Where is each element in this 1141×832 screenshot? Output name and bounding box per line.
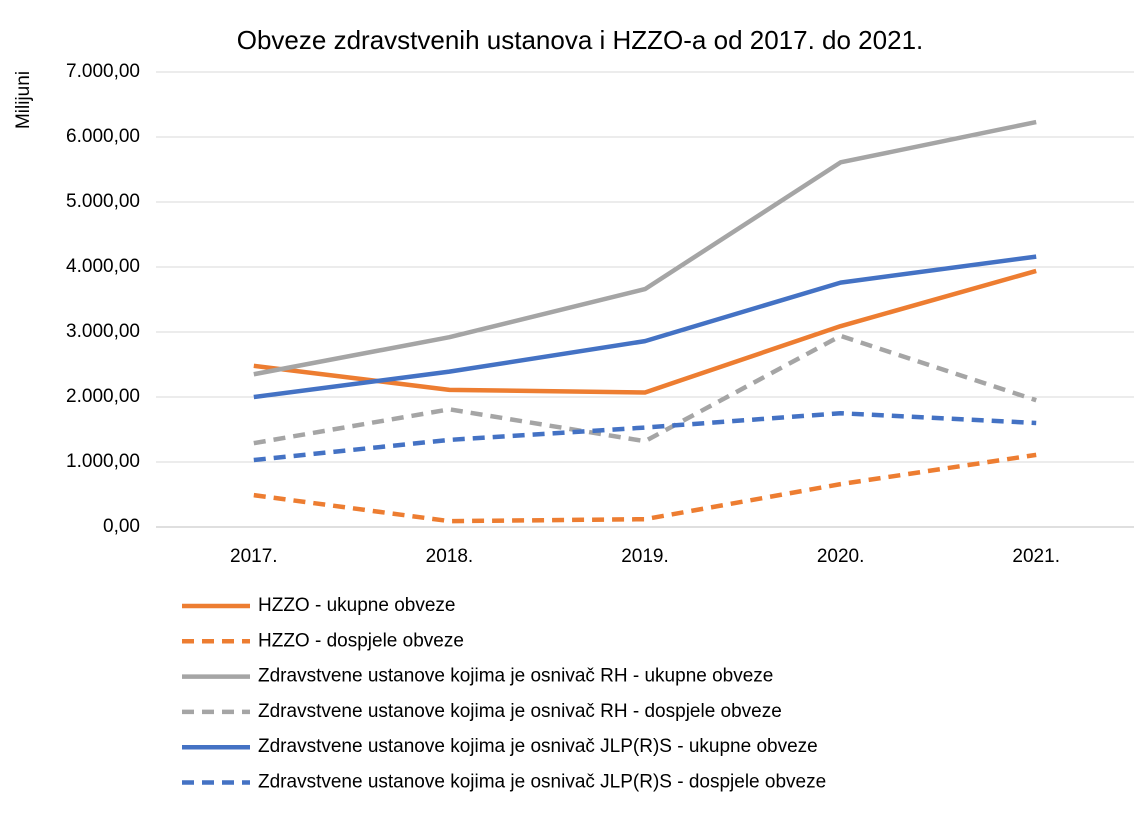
- y-tick-label: 0,00: [103, 516, 140, 537]
- y-tick-label: 4.000,00: [66, 256, 140, 277]
- x-tick-label: 2018.: [426, 546, 474, 567]
- legend-label: Zdravstvene ustanove kojima je osnivač R…: [258, 666, 773, 687]
- y-tick-label: 1.000,00: [66, 451, 140, 472]
- legend-label: Zdravstvene ustanove kojima je osnivač R…: [258, 701, 782, 722]
- series-line: [253, 452, 1037, 524]
- chart-title: Obveze zdravstvenih ustanova i HZZO-a od…: [237, 25, 924, 55]
- series-line: [253, 119, 1037, 377]
- y-tick-label: 7.000,00: [66, 61, 140, 82]
- legend-label: Zdravstvene ustanove kojima je osnivač J…: [258, 736, 818, 757]
- x-tick-label: 2021.: [1012, 546, 1060, 567]
- x-tick-label: 2019.: [621, 546, 669, 567]
- series-line: [253, 254, 1037, 400]
- series-line: [253, 333, 1037, 446]
- legend-label: HZZO - ukupne obveze: [258, 595, 455, 616]
- y-tick-label: 5.000,00: [66, 191, 140, 212]
- y-tick-label: 3.000,00: [66, 321, 140, 342]
- x-tick-label: 2020.: [817, 546, 865, 567]
- y-tick-label: 6.000,00: [66, 126, 140, 147]
- legend-label: HZZO - dospjele obveze: [258, 630, 464, 651]
- y-axis-label: Milijuni: [13, 71, 34, 129]
- x-tick-label: 2017.: [230, 546, 278, 567]
- series-line: [253, 411, 1037, 463]
- y-tick-label: 2.000,00: [66, 386, 140, 407]
- legend-label: Zdravstvene ustanove kojima je osnivač J…: [258, 772, 826, 793]
